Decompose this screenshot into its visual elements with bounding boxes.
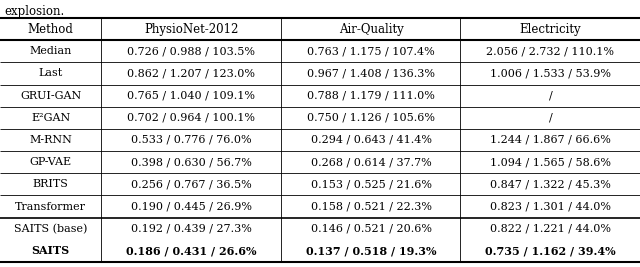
Text: /: / — [548, 91, 552, 101]
Text: Transformer: Transformer — [15, 202, 86, 211]
Text: 0.823 / 1.301 / 44.0%: 0.823 / 1.301 / 44.0% — [490, 202, 611, 211]
Text: Air-Quality: Air-Quality — [339, 23, 404, 36]
Text: 0.158 / 0.521 / 22.3%: 0.158 / 0.521 / 22.3% — [310, 202, 432, 211]
Text: GRUI-GAN: GRUI-GAN — [20, 91, 81, 101]
Text: 0.268 / 0.614 / 37.7%: 0.268 / 0.614 / 37.7% — [311, 157, 431, 167]
Text: 0.788 / 1.179 / 111.0%: 0.788 / 1.179 / 111.0% — [307, 91, 435, 101]
Text: /: / — [548, 113, 552, 123]
Text: 0.153 / 0.525 / 21.6%: 0.153 / 0.525 / 21.6% — [310, 179, 432, 189]
Text: 0.967 / 1.408 / 136.3%: 0.967 / 1.408 / 136.3% — [307, 68, 435, 78]
Text: 0.533 / 0.776 / 76.0%: 0.533 / 0.776 / 76.0% — [131, 135, 252, 145]
Text: 0.190 / 0.445 / 26.9%: 0.190 / 0.445 / 26.9% — [131, 202, 252, 211]
Text: 0.862 / 1.207 / 123.0%: 0.862 / 1.207 / 123.0% — [127, 68, 255, 78]
Text: 0.763 / 1.175 / 107.4%: 0.763 / 1.175 / 107.4% — [307, 46, 435, 56]
Text: SAITS: SAITS — [31, 245, 70, 256]
Text: 0.726 / 0.988 / 103.5%: 0.726 / 0.988 / 103.5% — [127, 46, 255, 56]
Text: 0.702 / 0.964 / 100.1%: 0.702 / 0.964 / 100.1% — [127, 113, 255, 123]
Text: 0.735 / 1.162 / 39.4%: 0.735 / 1.162 / 39.4% — [485, 245, 616, 256]
Text: 0.137 / 0.518 / 19.3%: 0.137 / 0.518 / 19.3% — [306, 245, 436, 256]
Text: 0.822 / 1.221 / 44.0%: 0.822 / 1.221 / 44.0% — [490, 224, 611, 234]
Text: 0.765 / 1.040 / 109.1%: 0.765 / 1.040 / 109.1% — [127, 91, 255, 101]
Text: M-RNN: M-RNN — [29, 135, 72, 145]
Text: 1.244 / 1.867 / 66.6%: 1.244 / 1.867 / 66.6% — [490, 135, 611, 145]
Text: Median: Median — [29, 46, 72, 56]
Text: 0.256 / 0.767 / 36.5%: 0.256 / 0.767 / 36.5% — [131, 179, 252, 189]
Text: SAITS (base): SAITS (base) — [14, 223, 87, 234]
Text: 0.398 / 0.630 / 56.7%: 0.398 / 0.630 / 56.7% — [131, 157, 252, 167]
Text: GP-VAE: GP-VAE — [29, 157, 72, 167]
Text: 0.294 / 0.643 / 41.4%: 0.294 / 0.643 / 41.4% — [310, 135, 432, 145]
Text: explosion.: explosion. — [4, 5, 64, 18]
Text: 0.192 / 0.439 / 27.3%: 0.192 / 0.439 / 27.3% — [131, 224, 252, 234]
Text: 0.186 / 0.431 / 26.6%: 0.186 / 0.431 / 26.6% — [126, 245, 257, 256]
Text: E²GAN: E²GAN — [31, 113, 70, 123]
Text: PhysioNet-2012: PhysioNet-2012 — [144, 23, 239, 36]
Text: 2.056 / 2.732 / 110.1%: 2.056 / 2.732 / 110.1% — [486, 46, 614, 56]
Text: 1.094 / 1.565 / 58.6%: 1.094 / 1.565 / 58.6% — [490, 157, 611, 167]
Text: 0.750 / 1.126 / 105.6%: 0.750 / 1.126 / 105.6% — [307, 113, 435, 123]
Text: BRITS: BRITS — [33, 179, 68, 189]
Text: Method: Method — [28, 23, 74, 36]
Text: Electricity: Electricity — [520, 23, 581, 36]
Text: 0.847 / 1.322 / 45.3%: 0.847 / 1.322 / 45.3% — [490, 179, 611, 189]
Text: Last: Last — [38, 68, 63, 78]
Text: 0.146 / 0.521 / 20.6%: 0.146 / 0.521 / 20.6% — [310, 224, 432, 234]
Text: 1.006 / 1.533 / 53.9%: 1.006 / 1.533 / 53.9% — [490, 68, 611, 78]
